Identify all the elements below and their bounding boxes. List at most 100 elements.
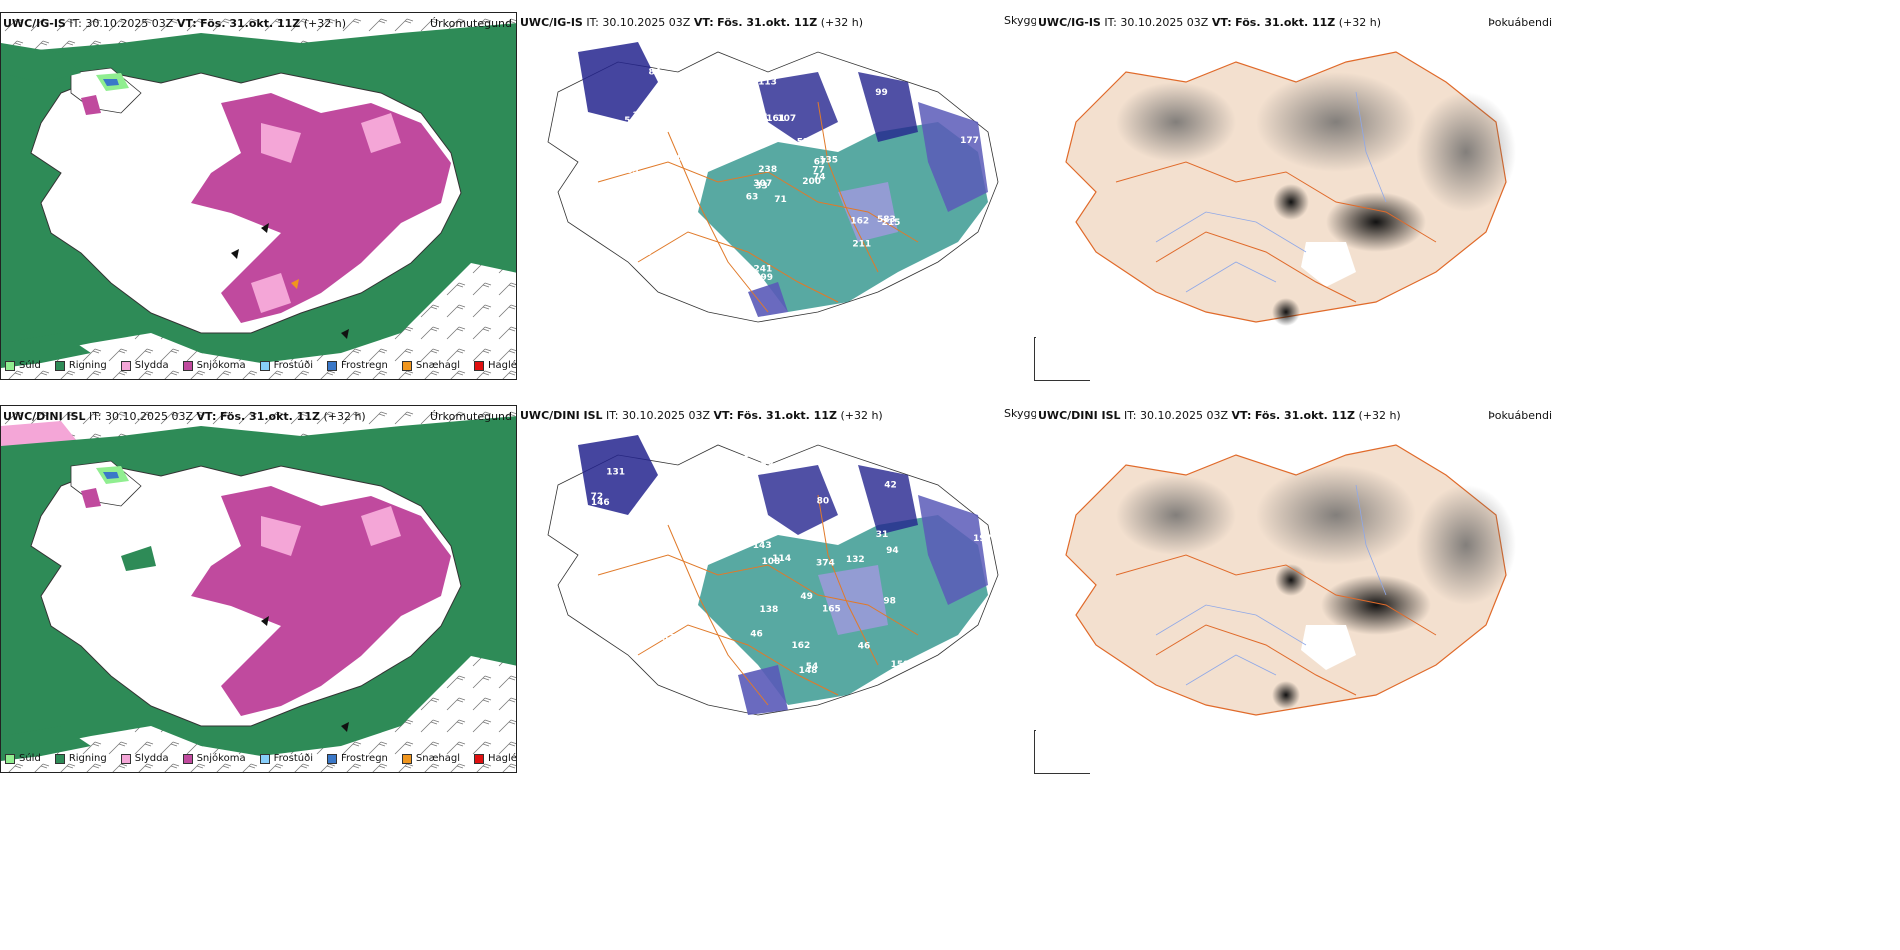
fog-map [1065, 444, 1516, 716]
visibility-value-label: 131 [606, 468, 625, 478]
visibility-value-label: 123 [674, 276, 693, 286]
fog-panel-row2: UWC/DINI ISL IT: 30.10.2025 03Z VT: Fös.… [1036, 405, 1556, 773]
visibility-value-label: 49 [800, 592, 813, 602]
precip-panel-row1: UWC/IG-IS IT: 30.10.2025 03Z VT: Fös. 31… [0, 12, 517, 380]
legend-swatch [182, 360, 193, 371]
visibility-value-label: 99 [761, 273, 774, 283]
visibility-value-label: 183 [632, 111, 651, 121]
panel-title: UWC/DINI ISL IT: 30.10.2025 03Z VT: Fös.… [3, 410, 366, 423]
visibility-value-label: 108 [762, 557, 781, 567]
legend-item: Frostregn [327, 360, 388, 371]
visibility-value-label: 84 [649, 68, 662, 78]
precip-legend: Súld Rigning Slydda Snjókoma Frostúði Fr… [5, 360, 516, 371]
visibility-value-label: 42 [884, 481, 897, 491]
visibility-value-label: 97 [666, 670, 679, 680]
visibility-value-label: 184 [742, 450, 761, 460]
visibility-map: 71 56 33 39 67 74 74 107 61 200 84 61 63 53 63 60 57 51 52… [547, 42, 999, 323]
legend-swatch [54, 753, 65, 764]
visibility-value-label: 103 [908, 459, 927, 469]
visibility-value-label: 35 [614, 303, 627, 313]
visibility-value-label: 89 [706, 670, 719, 680]
visibility-value-label: 195 [606, 599, 625, 609]
panel-title: UWC/IG-IS IT: 30.10.2025 03Z VT: Fös. 31… [520, 16, 864, 29]
visibility-value-label: 114 [772, 554, 791, 564]
panel-product-title: Skyggni [1004, 14, 1038, 27]
visibility-value-label: 307 [753, 179, 772, 189]
precip-panel-row2: UWC/DINI ISL IT: 30.10.2025 03Z VT: Fös.… [0, 405, 517, 773]
visibility-value-label: 63 [746, 193, 759, 203]
visibility-value-label: 61 [847, 95, 860, 105]
visibility-value-label: 61 [974, 679, 987, 689]
visibility-value-label: 136 [687, 517, 706, 527]
visibility-value-label: 161 [766, 114, 785, 124]
visibility-value-label: 46 [858, 642, 871, 652]
panel-title: UWC/DINI ISL IT: 30.10.2025 03Z VT: Fös.… [520, 409, 883, 422]
visibility-value-label: 60 [847, 125, 860, 135]
panel-product-title: Skyggni [1004, 407, 1038, 420]
visibility-value-label: 407 [684, 114, 703, 124]
visibility-panel-row2: UWC/DINI ISL IT: 30.10.2025 03Z VT: Fös.… [518, 405, 1038, 773]
visibility-value-label: 77 [812, 165, 825, 175]
visibility-value-label: 56 [624, 116, 637, 126]
visibility-value-label: 163 [656, 503, 675, 513]
visibility-value-label: 31 [876, 530, 889, 540]
visibility-value-label: 54 [806, 662, 819, 672]
visibility-value-label: 200 [802, 177, 821, 187]
visibility-value-label: 233 [958, 483, 977, 493]
legend-item: Slydda [120, 360, 169, 371]
panel-product-title: Úrkomutegund [430, 17, 512, 30]
legend-item: Súld [5, 360, 41, 371]
visibility-value-label: 46 [750, 629, 763, 639]
visibility-value-label: 39 [927, 694, 940, 704]
panel-product-title: Þokuábendi [1488, 16, 1552, 29]
visibility-value-label: 74 [692, 250, 705, 260]
panel-product-title: Þokuábendi [1488, 409, 1552, 422]
visibility-value-label: 238 [758, 165, 777, 175]
fog-panel-row1: UWC/IG-IS IT: 30.10.2025 03Z VT: Fös. 31… [1036, 12, 1556, 380]
visibility-value-label: 132 [846, 555, 865, 565]
visibility-value-label: 94 [886, 546, 899, 556]
visibility-value-label: 57 [646, 301, 659, 311]
visibility-value-label: 99 [875, 88, 888, 98]
legend-item: Frostregn [327, 753, 388, 764]
visibility-value-label: 12 [679, 617, 692, 627]
legend-item: Rigning [54, 360, 107, 371]
visibility-value-label: 52 [603, 573, 616, 583]
legend-swatch [327, 360, 337, 371]
legend-swatch [5, 360, 15, 371]
visibility-value-label: 128 [607, 615, 626, 625]
visibility-value-label: 306 [800, 61, 819, 71]
panel-title: UWC/IG-IS IT: 30.10.2025 03Z VT: Fös. 31… [1038, 16, 1382, 29]
legend-item: Frostúði [259, 360, 313, 371]
legend-swatch [120, 360, 131, 371]
visibility-map: 53 40 31 41 72 39 111 80 90 103 114 98 184 146 163 57 54… [547, 435, 999, 716]
legend-item: Snæhagl [401, 753, 460, 764]
visibility-value-label: 57 [662, 633, 675, 643]
legend-item: Haglél [474, 753, 516, 764]
visibility-value-label: 129 [949, 270, 968, 280]
visibility-value-label: 257 [708, 144, 727, 154]
visibility-value-label: 63 [626, 166, 639, 176]
legend-item: Snjókoma [182, 753, 246, 764]
visibility-value-label: 165 [822, 605, 841, 615]
visibility-value-labels: 71 56 33 39 67 74 74 107 61 200 84 61 63 53 63 60 57 51 52… [581, 61, 979, 313]
visibility-value-label: 162 [792, 641, 811, 651]
visibility-value-label: 107 [777, 114, 796, 124]
legend-swatch [54, 360, 65, 371]
visibility-value-label: 215 [882, 218, 901, 228]
legend-item: Frostúði [259, 753, 313, 764]
visibility-value-label: 158 [891, 660, 910, 670]
visibility-value-label: 53 [960, 102, 973, 112]
legend-item: Snæhagl [401, 360, 460, 371]
visibility-value-label: 130 [684, 681, 703, 691]
visibility-value-label: 177 [960, 136, 979, 146]
legend-swatch [5, 753, 15, 764]
visibility-value-label: 111 [625, 577, 644, 587]
visibility-value-label: 211 [852, 239, 871, 249]
visibility-value-label: 374 [816, 559, 835, 569]
legend-item: Slydda [120, 753, 169, 764]
visibility-value-label: 98 [883, 596, 896, 606]
visibility-value-label: 51 [756, 113, 769, 123]
legend-swatch [401, 753, 412, 764]
visibility-value-label: 583 [877, 215, 896, 225]
